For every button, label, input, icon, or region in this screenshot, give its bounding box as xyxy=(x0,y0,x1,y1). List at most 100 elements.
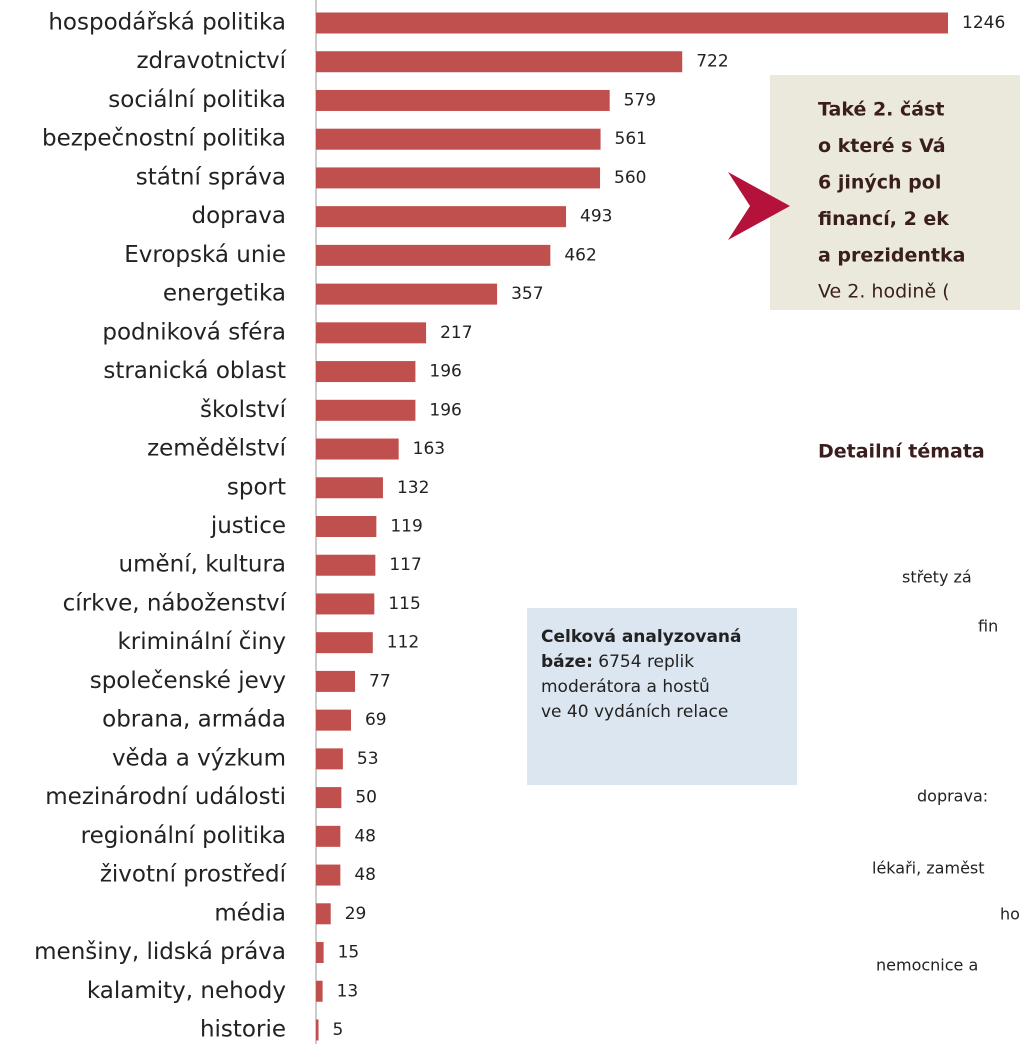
base-note-part: ve 40 vydáních relace xyxy=(541,702,728,722)
value-label: 357 xyxy=(511,284,543,304)
category-label: sociální politika xyxy=(108,87,286,113)
base-note-box xyxy=(527,608,797,785)
bar xyxy=(316,903,331,925)
bar xyxy=(316,128,601,150)
value-label: 196 xyxy=(429,400,461,420)
bar xyxy=(316,942,324,964)
bar xyxy=(316,825,341,847)
value-label: 722 xyxy=(696,52,728,72)
value-label: 493 xyxy=(580,207,612,227)
bar xyxy=(316,206,567,228)
callout-text: financí, 2 ek xyxy=(818,208,949,230)
value-label: 53 xyxy=(357,749,379,769)
value-label: 69 xyxy=(365,710,387,730)
bar xyxy=(316,51,683,73)
category-label: kriminální činy xyxy=(117,629,286,655)
callout-text: o které s Vá xyxy=(818,135,946,157)
value-label: 115 xyxy=(388,594,420,614)
detail-label: střety zá xyxy=(902,568,972,587)
bar xyxy=(316,787,342,809)
value-label: 196 xyxy=(429,362,461,382)
base-note: moderátora a hostů xyxy=(541,677,710,697)
base-note: báze: 6754 replik xyxy=(541,652,694,672)
detail-label: lékaři, zaměst xyxy=(872,859,985,878)
bar xyxy=(316,361,416,383)
bar xyxy=(316,593,375,615)
value-label: 13 xyxy=(337,981,359,1001)
value-label: 5 xyxy=(333,1020,344,1040)
category-label: energetika xyxy=(163,281,286,307)
category-label: kalamity, nehody xyxy=(87,978,286,1004)
bar xyxy=(316,632,373,654)
category-label: historie xyxy=(200,1016,286,1042)
category-label: umění, kultura xyxy=(119,552,286,578)
bar xyxy=(316,89,610,111)
callout-text: Také 2. část xyxy=(818,99,945,121)
base-note-part: Celková analyzovaná xyxy=(541,627,742,647)
bar xyxy=(316,283,498,305)
category-label: menšiny, lidská práva xyxy=(34,939,286,965)
detail-label: doprava: xyxy=(917,787,988,806)
bar xyxy=(316,864,341,886)
callout-box xyxy=(770,75,1020,310)
category-label: věda a výzkum xyxy=(112,745,286,771)
value-label: 50 xyxy=(355,788,377,808)
bar xyxy=(316,1019,319,1041)
value-label: 48 xyxy=(354,826,376,846)
bar xyxy=(316,167,601,189)
value-label: 132 xyxy=(397,478,429,498)
value-label: 77 xyxy=(369,671,391,691)
base-note-part: 6754 replik xyxy=(593,652,694,672)
detail-label: fin xyxy=(978,617,998,636)
value-label: 48 xyxy=(354,865,376,885)
value-label: 462 xyxy=(564,245,596,265)
detail-label: nemocnice a xyxy=(876,956,978,975)
category-label: životní prostředí xyxy=(100,862,287,888)
callout-text: 6 jiných pol xyxy=(818,172,941,194)
category-label: státní správa xyxy=(136,164,286,190)
value-label: 560 xyxy=(614,168,646,188)
value-label: 579 xyxy=(624,90,656,110)
category-label: obrana, armáda xyxy=(102,707,286,733)
category-label: Evropská unie xyxy=(124,242,286,268)
category-label: hospodářská politika xyxy=(48,10,286,36)
category-label: podniková sféra xyxy=(102,319,286,345)
bar xyxy=(316,477,383,499)
category-label: zemědělství xyxy=(147,436,287,462)
detail-title: Detailní témata xyxy=(818,441,985,463)
bar xyxy=(316,709,351,731)
category-label: regionální politika xyxy=(81,823,286,849)
category-label: bezpečnostní politika xyxy=(42,126,286,152)
value-label: 561 xyxy=(615,129,647,149)
value-label: 29 xyxy=(345,904,367,924)
bar xyxy=(316,12,948,34)
category-label: sport xyxy=(227,474,286,500)
bar xyxy=(316,322,427,344)
bar xyxy=(316,980,323,1002)
category-label: doprava xyxy=(191,203,286,229)
bar xyxy=(316,670,356,692)
detail-label: ho xyxy=(1000,905,1020,924)
value-label: 217 xyxy=(440,323,472,343)
bar xyxy=(316,399,416,421)
category-label: školství xyxy=(200,397,287,423)
bar xyxy=(316,515,377,537)
bar xyxy=(316,244,551,266)
bar xyxy=(316,554,376,576)
callout-note: Ve 2. hodině ( xyxy=(818,281,950,303)
base-note: Celková analyzovaná xyxy=(541,627,742,647)
category-label: mezinárodní události xyxy=(45,784,286,810)
callout-text: a prezidentka xyxy=(818,245,965,267)
base-note-part: báze: xyxy=(541,652,593,672)
category-label: média xyxy=(214,900,286,926)
category-label: justice xyxy=(210,513,286,539)
value-label: 112 xyxy=(387,633,419,653)
value-label: 15 xyxy=(338,943,360,963)
bar xyxy=(316,438,399,460)
value-label: 117 xyxy=(389,555,421,575)
base-note: ve 40 vydáních relace xyxy=(541,702,728,722)
bar xyxy=(316,748,343,770)
value-label: 119 xyxy=(390,516,422,536)
value-label: 163 xyxy=(413,439,445,459)
